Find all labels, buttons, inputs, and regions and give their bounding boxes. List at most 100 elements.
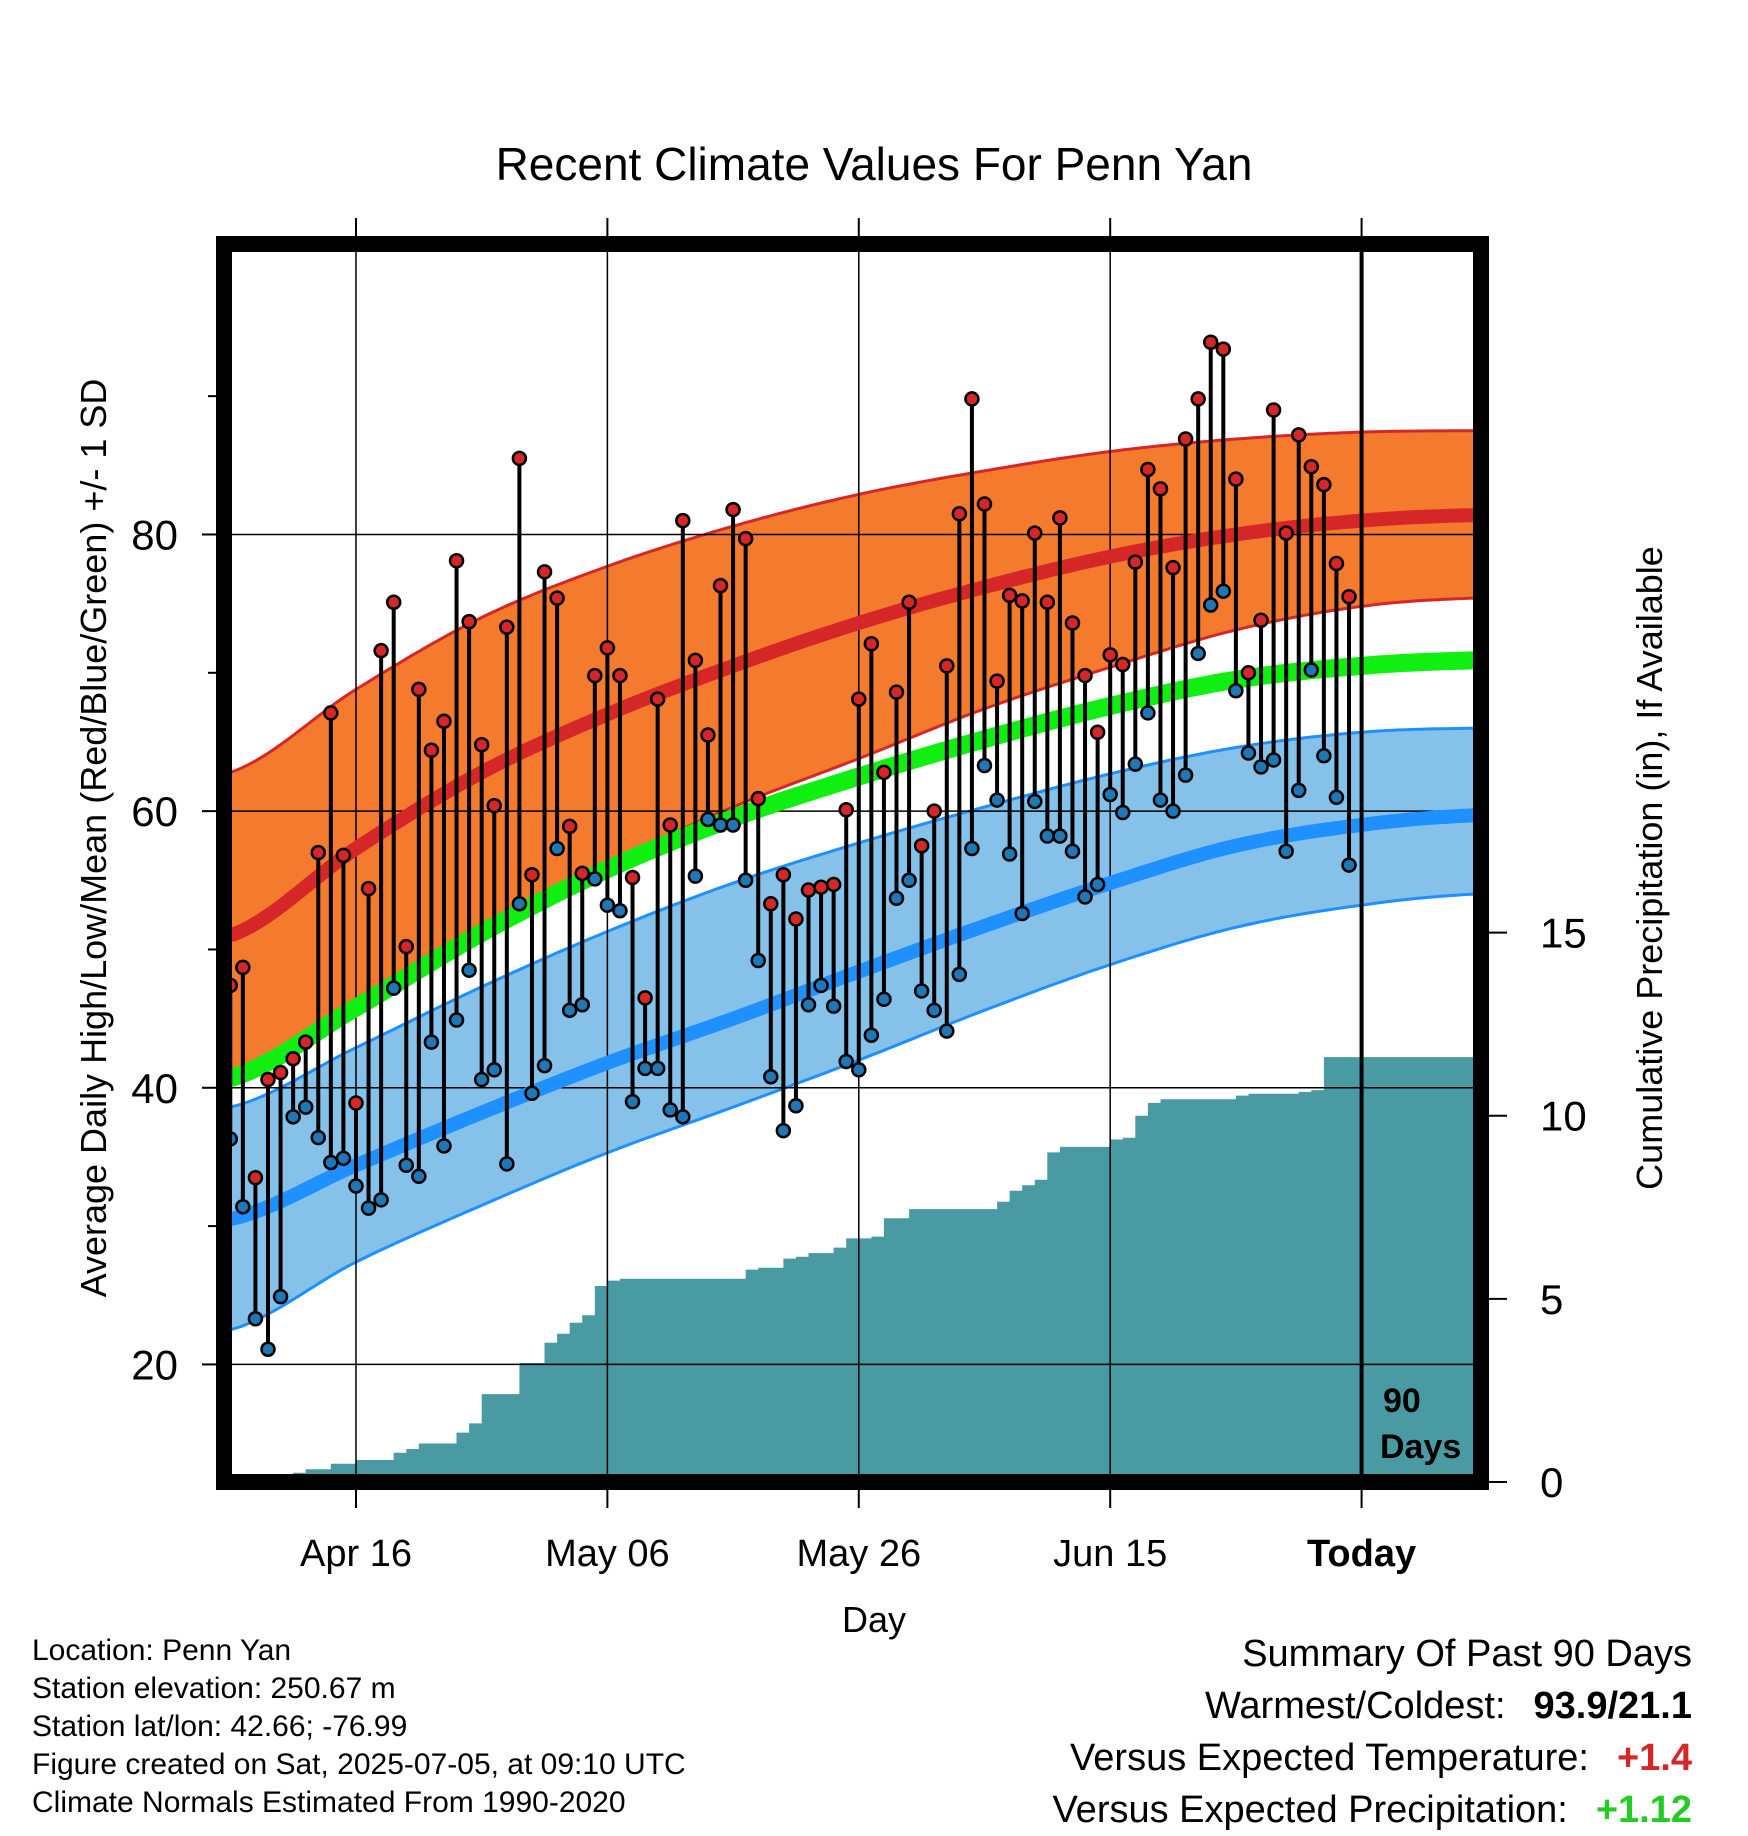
high-point	[1152, 481, 1169, 497]
high-point	[662, 817, 678, 833]
high-point	[1177, 431, 1194, 447]
axes: 20 40 60 80 0 5 10 15 Apr 16 May 06 May 26 Jun 15 To…	[131, 218, 1587, 1575]
high-point	[725, 501, 741, 518]
low-point	[1014, 905, 1030, 922]
low-point	[247, 1311, 264, 1327]
high-point	[549, 590, 565, 606]
high-point	[838, 801, 854, 818]
high-point	[863, 636, 880, 652]
normal-low-line	[228, 808, 1476, 1227]
normal-high-line	[227, 508, 1475, 943]
low-point	[1140, 705, 1156, 721]
low-point	[1240, 745, 1257, 761]
high-point	[1316, 476, 1332, 493]
low-point	[662, 1102, 678, 1118]
low-point	[1290, 782, 1307, 799]
high-point	[763, 896, 779, 912]
high-point	[637, 990, 653, 1006]
high-point	[599, 640, 616, 656]
low-point	[549, 840, 565, 857]
high-point	[1265, 402, 1282, 418]
latlon-text: Station lat/lon: 42.66; -76.99	[32, 1710, 408, 1743]
high-point	[1190, 391, 1206, 407]
low-point	[1215, 583, 1232, 599]
low-point	[825, 998, 842, 1014]
high-point	[1202, 334, 1219, 350]
x-tick-label: Today	[1307, 1533, 1416, 1575]
low-point	[788, 1098, 804, 1114]
low-point	[1278, 843, 1294, 859]
high-point	[712, 577, 729, 594]
high-point	[486, 797, 503, 814]
high-point	[297, 1034, 314, 1050]
low-point	[1202, 597, 1219, 613]
low-point	[461, 962, 477, 978]
high-point	[1140, 461, 1156, 478]
low-point	[1316, 748, 1332, 764]
temp-label: Versus Expected Temperature:	[1070, 1737, 1589, 1779]
high-point	[587, 667, 603, 684]
low-point	[637, 1060, 653, 1077]
high-point	[1052, 510, 1068, 526]
low-point	[939, 1023, 955, 1039]
high-point	[423, 742, 440, 759]
high-point	[335, 847, 352, 864]
low-point	[863, 1027, 880, 1043]
low-point	[524, 1085, 540, 1102]
high-point	[750, 790, 766, 807]
elevation-text: Station elevation: 250.67 m	[32, 1672, 396, 1705]
chart-title: Recent Climate Values For Penn Yan	[496, 138, 1253, 190]
low-point	[272, 1288, 289, 1305]
high-point	[1303, 458, 1320, 475]
low-point	[561, 1002, 578, 1019]
low-point	[1001, 846, 1018, 862]
low-point	[310, 1129, 327, 1146]
low-point	[888, 890, 905, 907]
low-point	[511, 896, 528, 912]
low-point	[675, 1109, 691, 1125]
low-point	[297, 1099, 314, 1115]
low-point	[851, 1062, 867, 1078]
high-point	[285, 1050, 301, 1067]
low-point	[725, 817, 741, 833]
plot-border	[216, 236, 1489, 1490]
low-point	[373, 1192, 389, 1208]
observations	[222, 334, 1357, 1357]
low-point	[1190, 645, 1206, 662]
low-point	[260, 1341, 276, 1357]
x-tick-label: May 26	[796, 1533, 921, 1575]
high-point	[813, 879, 829, 895]
low-point	[1265, 752, 1282, 768]
low-point	[838, 1053, 854, 1070]
low-point	[1152, 792, 1169, 808]
low-point	[687, 868, 704, 884]
high-point	[360, 880, 377, 897]
high-point	[926, 803, 942, 819]
high-point	[574, 865, 590, 882]
today-days-word: Days	[1380, 1428, 1461, 1466]
low-point	[385, 980, 402, 996]
high-point	[436, 713, 452, 729]
high-point	[939, 658, 955, 674]
high-point	[235, 959, 251, 976]
low-point	[1303, 662, 1320, 678]
normal-lines	[227, 508, 1476, 1227]
low-point	[737, 872, 754, 889]
high-point	[976, 496, 993, 512]
created-text: Figure created on Sat, 2025-07-05, at 09…	[32, 1748, 686, 1781]
high-point	[1240, 665, 1257, 681]
low-point	[926, 1002, 942, 1019]
low-point	[712, 817, 729, 833]
high-point	[323, 705, 339, 721]
low-point	[323, 1154, 339, 1171]
low-point	[989, 792, 1005, 808]
high-point	[951, 505, 968, 522]
low-point	[285, 1109, 301, 1125]
high-point	[1089, 724, 1106, 741]
high-point	[1341, 588, 1357, 605]
high-point	[1165, 559, 1181, 576]
high-point	[310, 844, 327, 861]
high-point	[876, 764, 892, 781]
high-point	[536, 564, 553, 580]
